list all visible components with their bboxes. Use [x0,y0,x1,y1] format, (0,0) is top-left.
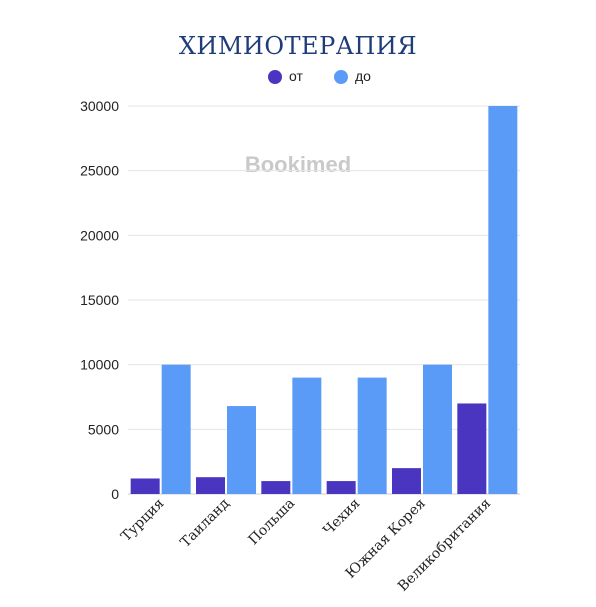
bar-ot-2 [196,477,225,494]
bar-do-3 [292,377,322,494]
y-tick-label: 25000 [80,163,119,179]
bar-do-1 [161,364,191,494]
bar-ot-5 [392,468,421,494]
x-category-label: Таиланд [178,495,234,551]
bar-ot-1 [130,478,160,494]
y-axis: 0 5000 10000 15000 20000 25000 30000 [80,98,119,502]
legend-marker-1 [268,70,282,84]
bars-layer [130,106,518,494]
bar-do-2 [227,406,256,494]
bar-do-4 [357,377,387,494]
y-tick-label: 30000 [80,98,119,114]
x-category-label: Польша [245,496,298,549]
watermark-logo: Bookimed [245,152,351,177]
legend-label-2: до [355,68,371,84]
x-category-label: Чехия [320,495,363,538]
y-tick-label: 10000 [80,357,119,373]
chart-title: ХИМИОТЕРАПИЯ [179,32,417,60]
bar-do-6 [488,106,518,494]
x-category-label: Турция [118,495,167,544]
y-tick-label: 20000 [80,227,119,243]
bar-ot-3 [261,481,291,494]
legend-marker-2 [334,70,348,84]
bar-do-5 [423,364,452,494]
y-tick-label: 5000 [88,421,119,437]
grid-layer [128,105,520,495]
legend-label-1: от [289,68,303,84]
bar-ot-4 [326,481,356,494]
bar-ot-6 [457,403,487,494]
y-tick-label: 0 [111,486,119,502]
y-tick-label: 15000 [80,292,119,308]
legend: от до [268,68,371,84]
